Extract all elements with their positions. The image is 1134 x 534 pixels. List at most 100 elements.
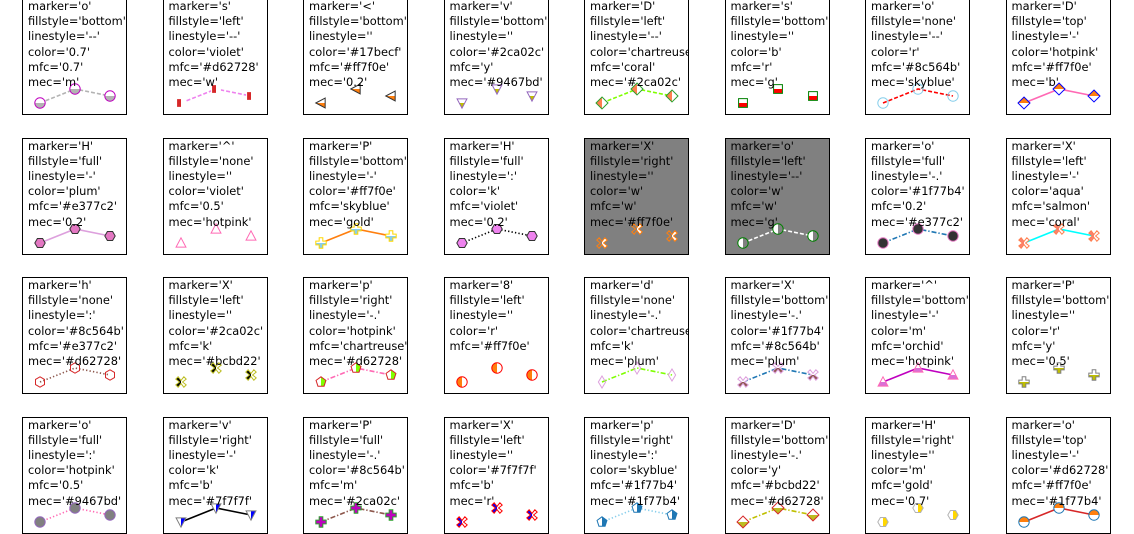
annotation-line: marker='D'	[730, 417, 796, 432]
annotation-line: mec='#7f7f7f'	[168, 493, 253, 508]
annotation-line: mfc='salmon'	[1011, 199, 1091, 214]
data-marker	[1087, 229, 1100, 242]
series-line	[320, 367, 392, 383]
annotation-line: mec='0.2'	[309, 75, 368, 90]
data-marker	[34, 237, 46, 248]
annotation-line: mfc='#8c564b'	[730, 338, 820, 353]
data-marker	[770, 500, 785, 515]
marker-plot	[596, 222, 678, 249]
data-marker	[947, 509, 959, 520]
data-marker	[666, 508, 678, 520]
data-marker	[877, 375, 889, 387]
annotation-line: color='plum'	[28, 184, 101, 199]
annotation-line: color='violet'	[168, 184, 244, 199]
annotation-line: marker='X'	[730, 278, 795, 292]
annotation-line: linestyle='-'	[871, 308, 939, 323]
annotation-line: linestyle=''	[168, 168, 233, 183]
annotation-line: linestyle='-'	[28, 168, 96, 183]
annotation-line: mec='#1f77b4'	[1011, 493, 1102, 508]
annotation-line: mfc='y'	[1011, 338, 1056, 353]
marker-panel: marker='^' fillstyle='bottom' linestyle='-…	[865, 277, 970, 394]
style-annotation: marker='X' fillstyle='left' linestyle='' co…	[169, 278, 264, 369]
data-marker	[455, 98, 468, 110]
annotation-line: marker='D'	[1011, 0, 1077, 13]
annotation-line: fillstyle='bottom'	[28, 14, 126, 29]
annotation-line: fillstyle='bottom'	[730, 432, 829, 447]
annotation-line: color='b'	[730, 44, 782, 59]
style-annotation: marker='X' fillstyle='left' linestyle='' co…	[450, 418, 537, 509]
annotation-line: mfc='w'	[730, 199, 778, 214]
data-marker	[525, 508, 538, 521]
marker-plot	[596, 501, 678, 527]
annotation-line: mfc='m'	[309, 478, 358, 493]
data-marker	[244, 509, 257, 521]
data-marker	[455, 376, 468, 388]
annotation-line: mec='r'	[449, 493, 495, 508]
style-annotation: marker='P' fillstyle='bottom' linestyle='-…	[309, 139, 407, 230]
marker-plot	[877, 83, 959, 109]
marker-plot	[34, 223, 116, 248]
marker-panel: marker='o' fillstyle='full' linestyle=':' c…	[22, 416, 127, 534]
style-annotation: marker='H' fillstyle='right' linestyle='' c…	[871, 418, 954, 509]
annotation-line: mfc='w'	[590, 199, 637, 214]
data-marker	[490, 223, 503, 234]
data-marker	[490, 501, 503, 514]
data-marker	[69, 501, 81, 514]
annotation-line: color='m'	[871, 323, 926, 338]
style-annotation: marker='o' fillstyle='full' linestyle=':' c…	[28, 418, 121, 509]
annotation-line: color='#8c564b'	[28, 323, 124, 338]
data-marker	[1017, 236, 1030, 249]
data-marker	[1052, 501, 1065, 514]
data-marker	[877, 97, 889, 109]
annotation-line: fillstyle='left'	[1011, 153, 1087, 168]
data-marker	[912, 83, 924, 95]
annotation-line: mec='plum'	[730, 354, 800, 369]
marker-plot	[314, 83, 396, 109]
marker-panel: marker='X' fillstyle='bottom' linestyle='-…	[724, 277, 830, 394]
annotation-line: linestyle='-'	[1011, 29, 1080, 44]
annotation-line: color='hotpink'	[309, 323, 396, 338]
marker-plot	[736, 362, 819, 388]
style-annotation: marker='o' fillstyle='bottom' linestyle='-…	[28, 0, 126, 90]
annotation-line: marker='P'	[309, 138, 373, 153]
data-marker	[104, 90, 116, 102]
data-marker	[104, 230, 116, 241]
data-marker	[350, 362, 362, 373]
annotation-line: linestyle='--'	[871, 29, 943, 44]
annotation-line: marker='s'	[730, 0, 793, 13]
data-marker	[912, 502, 924, 513]
annotation-line: mec='#2ca02c'	[309, 493, 400, 508]
annotation-line: color='m'	[871, 463, 926, 478]
annotation-line: mfc='#ff7f0e'	[1011, 59, 1092, 74]
annotation-line: marker='X'	[590, 138, 655, 153]
annotation-line: color='#2ca02c'	[168, 323, 264, 338]
annotation-line: fillstyle='full'	[449, 153, 524, 168]
marker-plot	[877, 361, 959, 387]
data-marker	[349, 83, 361, 95]
annotation-line: fillstyle='full'	[28, 153, 103, 168]
marker-plot	[174, 502, 257, 528]
annotation-line: fillstyle='none'	[168, 153, 254, 168]
annotation-line: linestyle='--'	[168, 29, 241, 44]
annotation-line: mec='b'	[1011, 75, 1059, 90]
data-marker	[69, 83, 81, 95]
annotation-line: mfc='violet'	[449, 199, 519, 214]
style-annotation: marker='^' fillstyle='bottom' linestyle='-…	[871, 278, 969, 369]
annotation-line: linestyle=''	[449, 29, 514, 44]
marker-plot	[877, 502, 959, 527]
annotation-line: marker='v'	[168, 417, 232, 432]
annotation-line: fillstyle='right'	[871, 432, 955, 447]
annotation-line: color='r'	[871, 44, 920, 59]
data-marker	[69, 223, 81, 234]
annotation-line: color='r'	[449, 323, 499, 338]
annotation-line: mfc='#bcbd22'	[730, 478, 820, 493]
marker-panel: marker='D' fillstyle='left' linestyle='--'…	[584, 0, 689, 115]
data-marker	[209, 362, 222, 374]
annotation-line: mec='hotpink'	[871, 354, 955, 369]
data-marker	[455, 237, 468, 248]
data-marker	[174, 516, 187, 528]
annotation-line: fillstyle='bottom'	[309, 14, 407, 29]
annotation-line: fillstyle='bottom'	[449, 14, 548, 29]
annotation-line: mfc='k'	[168, 338, 213, 353]
marker-plot	[1017, 222, 1100, 249]
